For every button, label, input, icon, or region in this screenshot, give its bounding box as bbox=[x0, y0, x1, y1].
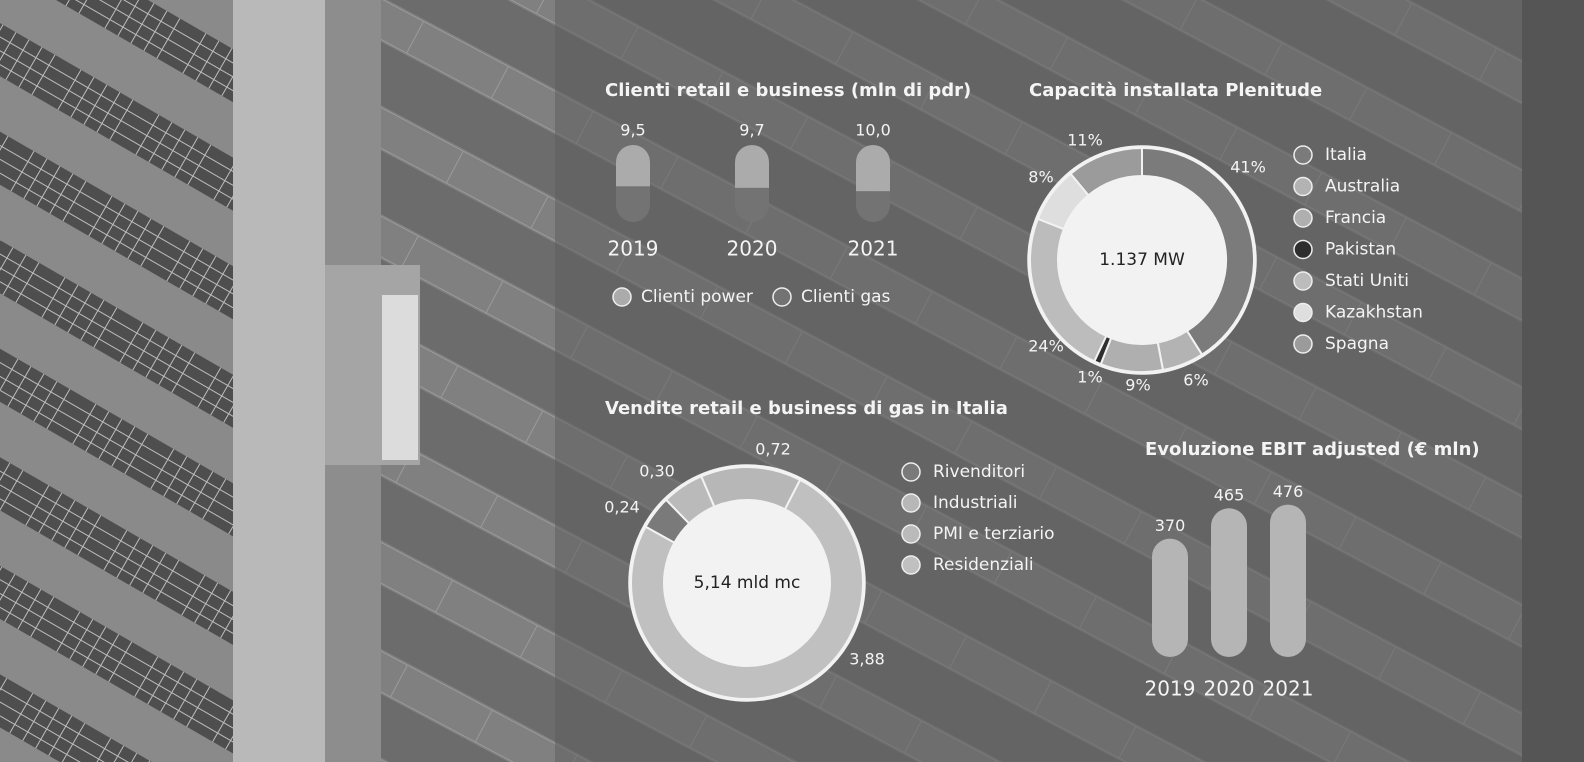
legend-swatch bbox=[1293, 302, 1313, 323]
bar-segment bbox=[856, 191, 890, 222]
bar bbox=[1270, 504, 1306, 657]
legend-label: Residenziali bbox=[933, 555, 1034, 575]
donut-outline bbox=[628, 464, 866, 702]
value-label: 9,5 bbox=[620, 121, 645, 140]
pill bbox=[856, 145, 890, 222]
value-label: 0,24 bbox=[604, 498, 640, 517]
legend-label: Industriali bbox=[933, 493, 1017, 513]
value-label: 9,7 bbox=[739, 121, 764, 140]
legend-label: Kazakhstan bbox=[1325, 303, 1423, 323]
value-label: 10,0 bbox=[855, 121, 891, 140]
x-label: 2019 bbox=[608, 237, 659, 261]
legend-swatch bbox=[1293, 145, 1313, 165]
value-label: 6% bbox=[1183, 371, 1208, 390]
legend-swatch bbox=[901, 462, 921, 482]
bar-segment bbox=[856, 145, 890, 192]
bar-segment bbox=[616, 145, 650, 187]
legend-label: PMI e terziario bbox=[933, 524, 1055, 544]
x-label: 2020 bbox=[727, 237, 778, 261]
legend-swatch bbox=[1293, 334, 1313, 354]
legend-swatch bbox=[1293, 176, 1313, 197]
pill bbox=[616, 145, 650, 222]
value-label: 24% bbox=[1028, 337, 1064, 356]
legend-swatch bbox=[901, 524, 921, 544]
chart-title: Vendite retail e business di gas in Ital… bbox=[605, 398, 1008, 419]
chart-title: Clienti retail e business (mln di pdr) bbox=[605, 80, 971, 101]
value-label: 370 bbox=[1155, 516, 1186, 535]
legend-label: Pakistan bbox=[1325, 240, 1396, 260]
x-label: 2021 bbox=[848, 237, 899, 261]
legend-swatch bbox=[901, 493, 921, 513]
bar bbox=[1211, 508, 1247, 657]
legend-label: Rivenditori bbox=[933, 462, 1025, 482]
legend-swatch bbox=[612, 287, 632, 307]
legend-swatch bbox=[1293, 271, 1313, 291]
bar-segment bbox=[735, 187, 769, 222]
bar-segment bbox=[616, 186, 650, 222]
legend-label: Clienti power bbox=[641, 287, 753, 307]
center-label: 5,14 mld mc bbox=[694, 573, 801, 593]
center-label: 1.137 MW bbox=[1099, 250, 1185, 270]
x-label: 2021 bbox=[1263, 677, 1314, 701]
legend-label: Clienti gas bbox=[801, 287, 891, 307]
legend-label: Australia bbox=[1325, 177, 1400, 197]
value-label: 9% bbox=[1125, 376, 1150, 395]
pill bbox=[735, 145, 769, 222]
donut-center bbox=[664, 500, 830, 666]
legend-swatch bbox=[1293, 208, 1313, 228]
x-label: 2020 bbox=[1204, 677, 1255, 701]
x-label: 2019 bbox=[1145, 677, 1196, 701]
value-label: 0,72 bbox=[755, 440, 791, 459]
value-label: 476 bbox=[1273, 482, 1304, 501]
legend-label: Italia bbox=[1325, 145, 1367, 165]
value-label: 11% bbox=[1067, 131, 1103, 150]
value-label: 0,30 bbox=[639, 462, 675, 481]
bar-segment bbox=[735, 145, 769, 188]
legend-swatch bbox=[1293, 239, 1313, 260]
legend-swatch bbox=[772, 287, 792, 307]
legend-label: Francia bbox=[1325, 208, 1386, 228]
value-label: 1% bbox=[1077, 368, 1102, 387]
value-label: 3,88 bbox=[849, 650, 885, 669]
value-label: 465 bbox=[1214, 486, 1245, 505]
donut-segment bbox=[630, 478, 864, 700]
legend-label: Stati Uniti bbox=[1325, 271, 1409, 291]
value-label: 41% bbox=[1230, 158, 1266, 177]
chart-title: Capacità installata Plenitude bbox=[1029, 80, 1322, 101]
donut-outline bbox=[1027, 145, 1257, 375]
value-label: 8% bbox=[1028, 168, 1053, 187]
bar bbox=[1152, 538, 1188, 657]
legend-label: Spagna bbox=[1325, 334, 1389, 354]
donut-center bbox=[1058, 176, 1226, 344]
legend-swatch bbox=[901, 555, 921, 575]
chart-title: Evoluzione EBIT adjusted (€ mln) bbox=[1145, 439, 1480, 460]
